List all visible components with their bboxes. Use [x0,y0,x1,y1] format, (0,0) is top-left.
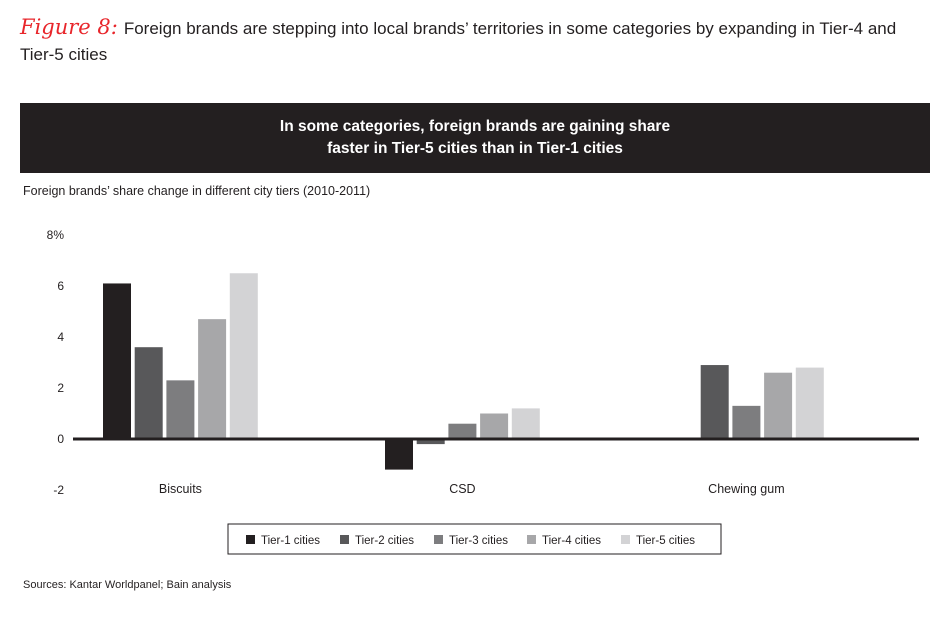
legend-swatch [621,535,630,544]
y-tick-label: 8% [47,228,65,242]
bar [385,439,413,470]
bar [448,423,477,439]
bar [480,413,509,439]
legend-label: Tier-3 cities [449,535,508,547]
bar [134,347,163,439]
legend-label: Tier-2 cities [355,535,414,547]
category-label: CSD [449,482,475,496]
legend-swatch [246,535,255,544]
legend-swatch [527,535,536,544]
y-tick-label: 4 [57,330,64,344]
bar [416,439,445,445]
legend-label: Tier-4 cities [542,535,601,547]
y-tick-label: 0 [57,432,64,446]
legend-swatch [434,535,443,544]
y-tick-label: 6 [57,279,64,293]
bar [511,408,540,439]
bar [700,365,729,439]
figure-title: Figure 8: Foreign brands are stepping int… [20,14,920,68]
y-tick-label: -2 [53,483,64,497]
legend-swatch [340,535,349,544]
banner-line-2: faster in Tier-5 cities than in Tier-1 c… [327,140,623,157]
category-label: Biscuits [159,482,202,496]
figure-title-text: Foreign brands are stepping into local b… [20,19,897,64]
headline-banner: In some categories, foreign brands are g… [20,103,930,173]
bar [732,405,761,439]
bar [764,372,793,439]
bar [229,273,258,439]
legend-label: Tier-1 cities [261,535,320,547]
source-note: Sources: Kantar Worldpanel; Bain analysi… [23,579,232,591]
y-tick-label: 2 [57,381,64,395]
chart-subtitle: Foreign brands’ share change in differen… [23,184,371,198]
legend-box [227,523,722,555]
bar [795,367,824,439]
category-label: Chewing gum [708,482,784,496]
bar [103,283,131,439]
legend-label: Tier-5 cities [636,535,695,547]
bar [198,319,227,439]
figure-label: Figure 8: [20,15,118,39]
bar [166,380,195,439]
banner-line-1: In some categories, foreign brands are g… [279,118,671,135]
